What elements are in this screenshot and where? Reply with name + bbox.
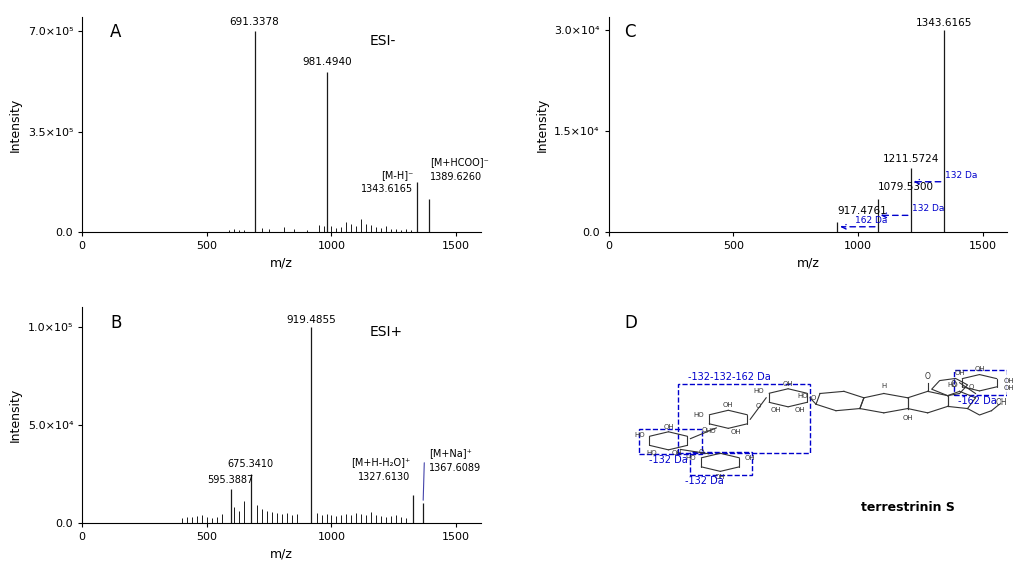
- Text: D: D: [625, 314, 637, 332]
- Text: O: O: [925, 371, 930, 381]
- Text: HO: HO: [634, 432, 645, 438]
- Text: OH: OH: [671, 450, 682, 457]
- Text: 1211.5724: 1211.5724: [882, 154, 939, 164]
- Text: HO: HO: [754, 389, 764, 394]
- Text: -162 Da: -162 Da: [958, 396, 996, 406]
- Text: 162 Da: 162 Da: [855, 216, 888, 224]
- Text: -132 Da: -132 Da: [685, 477, 724, 486]
- Text: A: A: [110, 23, 121, 41]
- Text: H: H: [881, 383, 886, 389]
- Text: -132 Da: -132 Da: [649, 455, 688, 465]
- Text: HO: HO: [798, 392, 808, 399]
- Text: OH: OH: [1003, 378, 1014, 383]
- Text: 1389.6260: 1389.6260: [430, 172, 482, 182]
- Text: [M+Na]⁺: [M+Na]⁺: [429, 448, 472, 458]
- X-axis label: m/z: m/z: [797, 257, 819, 270]
- Text: 132 Da: 132 Da: [912, 204, 945, 213]
- Text: 1343.6165: 1343.6165: [361, 184, 413, 194]
- Y-axis label: Intensity: Intensity: [9, 98, 23, 152]
- Y-axis label: Intensity: Intensity: [536, 98, 549, 152]
- Text: C: C: [625, 23, 636, 41]
- Text: OH: OH: [744, 455, 755, 461]
- Text: HO: HO: [694, 412, 704, 418]
- Text: 1079.5300: 1079.5300: [878, 182, 933, 192]
- Text: HO: HO: [646, 450, 657, 456]
- Text: OH: OH: [903, 415, 913, 421]
- Text: OH: OH: [663, 424, 673, 429]
- Text: ESI+: ESI+: [369, 325, 403, 339]
- Text: 691.3378: 691.3378: [229, 17, 280, 27]
- Text: O: O: [698, 449, 704, 454]
- Text: O: O: [968, 385, 975, 390]
- Text: OH: OH: [795, 407, 805, 414]
- Text: OH: OH: [723, 402, 734, 408]
- Text: O: O: [756, 403, 761, 408]
- Text: HO: HO: [705, 428, 717, 435]
- Text: HO: HO: [686, 455, 696, 461]
- Text: 919.4855: 919.4855: [287, 315, 336, 325]
- Text: [M+H-H₂O]⁺: [M+H-H₂O]⁺: [352, 457, 410, 467]
- Text: -132-132-162 Da: -132-132-162 Da: [689, 371, 771, 382]
- Text: [M+HCOO]⁻: [M+HCOO]⁻: [430, 157, 488, 167]
- Text: OH: OH: [1003, 385, 1014, 391]
- Text: 595.3887: 595.3887: [208, 475, 254, 485]
- Text: [M-H]⁻: [M-H]⁻: [381, 170, 413, 180]
- X-axis label: m/z: m/z: [270, 257, 293, 270]
- Text: 981.4940: 981.4940: [302, 57, 352, 67]
- Text: OH: OH: [731, 429, 741, 435]
- Text: O: O: [702, 427, 707, 433]
- Text: terrestrinin S: terrestrinin S: [860, 501, 955, 514]
- Text: 675.3410: 675.3410: [227, 460, 273, 469]
- Text: O: O: [951, 381, 956, 390]
- Text: OH: OH: [975, 366, 985, 373]
- Text: 1327.6130: 1327.6130: [359, 472, 410, 482]
- Text: 1367.6089: 1367.6089: [429, 463, 481, 473]
- Text: OH: OH: [782, 381, 794, 387]
- Text: OH: OH: [771, 407, 781, 413]
- Text: 132 Da: 132 Da: [945, 170, 978, 179]
- Text: OH: OH: [954, 370, 965, 376]
- Text: ESI-: ESI-: [369, 34, 396, 48]
- Text: OH: OH: [715, 474, 726, 479]
- Text: O: O: [810, 395, 815, 401]
- X-axis label: m/z: m/z: [270, 547, 293, 560]
- Text: HO: HO: [947, 382, 958, 388]
- Text: OH: OH: [995, 398, 1007, 407]
- Text: 917.4761: 917.4761: [838, 206, 887, 216]
- Text: 1343.6165: 1343.6165: [915, 18, 971, 28]
- Text: B: B: [110, 314, 121, 332]
- Y-axis label: Intensity: Intensity: [9, 388, 23, 442]
